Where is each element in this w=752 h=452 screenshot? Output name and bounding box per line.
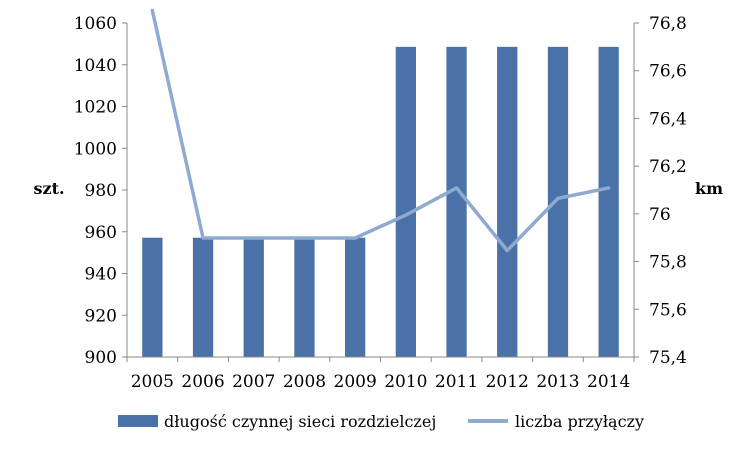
legend: długość czynnej sieci rozdzielczej liczb… (118, 412, 644, 431)
bar-series (142, 46, 619, 357)
bar (243, 237, 264, 357)
y-right-tick-label: 76,6 (649, 62, 687, 82)
y-right-tick-label: 75,6 (649, 300, 687, 320)
line-series (150, 8, 611, 253)
x-tick-label: 2005 (131, 372, 174, 392)
y-left-tick-label: 1060 (74, 14, 117, 34)
x-tick-label: 2014 (587, 372, 630, 392)
x-ticks: 2005 2006 2007 2008 2009 2010 2011 2012 2013 2014 (126, 357, 635, 392)
y-left-tick-label: 900 (85, 348, 117, 368)
y-left-tick-label: 1020 (74, 98, 117, 118)
x-tick-label: 2007 (232, 372, 275, 392)
legend-bar-swatch (118, 415, 158, 427)
bar (497, 46, 518, 357)
y-right-axis-title: km (695, 179, 723, 198)
bar (547, 46, 569, 357)
x-tick-label: 2013 (536, 372, 579, 392)
bar (446, 46, 467, 357)
x-tick-label: 2009 (334, 372, 377, 392)
legend-bar-label: długość czynnej sieci rozdzielczej (164, 412, 436, 431)
y-left-tick-label: 940 (85, 265, 117, 285)
y-left-ticks: 900 920 940 960 980 1000 1020 1040 1060 (74, 14, 127, 368)
y-right-ticks: 75,4 75,6 75,8 76 76,2 76,4 76,6 76,8 (634, 14, 687, 368)
y-left-tick-label: 1000 (74, 139, 117, 159)
y-left-axis-title: szt. (33, 179, 64, 198)
y-right-tick-label: 76,2 (649, 157, 687, 177)
x-tick-label: 2006 (181, 372, 224, 392)
y-left-tick-label: 960 (85, 223, 117, 243)
y-right-tick-label: 75,4 (649, 348, 687, 368)
legend-line-label: liczba przyłączy (515, 412, 644, 431)
bar (395, 46, 416, 357)
y-left-tick-label: 980 (85, 181, 117, 201)
x-tick-label: 2010 (384, 372, 427, 392)
y-right-tick-label: 76,8 (649, 14, 687, 34)
bar (192, 237, 214, 357)
x-tick-label: 2008 (283, 372, 326, 392)
y-right-tick-label: 76,4 (649, 109, 687, 129)
bar (598, 46, 619, 357)
y-left-tick-label: 920 (85, 306, 117, 326)
bar (142, 237, 163, 357)
y-right-tick-label: 76 (649, 205, 671, 225)
y-right-tick-label: 75,8 (649, 253, 687, 273)
y-left-tick-label: 1040 (74, 56, 117, 76)
x-tick-label: 2012 (486, 372, 529, 392)
bar (294, 237, 315, 357)
bar (345, 237, 366, 357)
x-tick-label: 2011 (435, 372, 478, 392)
